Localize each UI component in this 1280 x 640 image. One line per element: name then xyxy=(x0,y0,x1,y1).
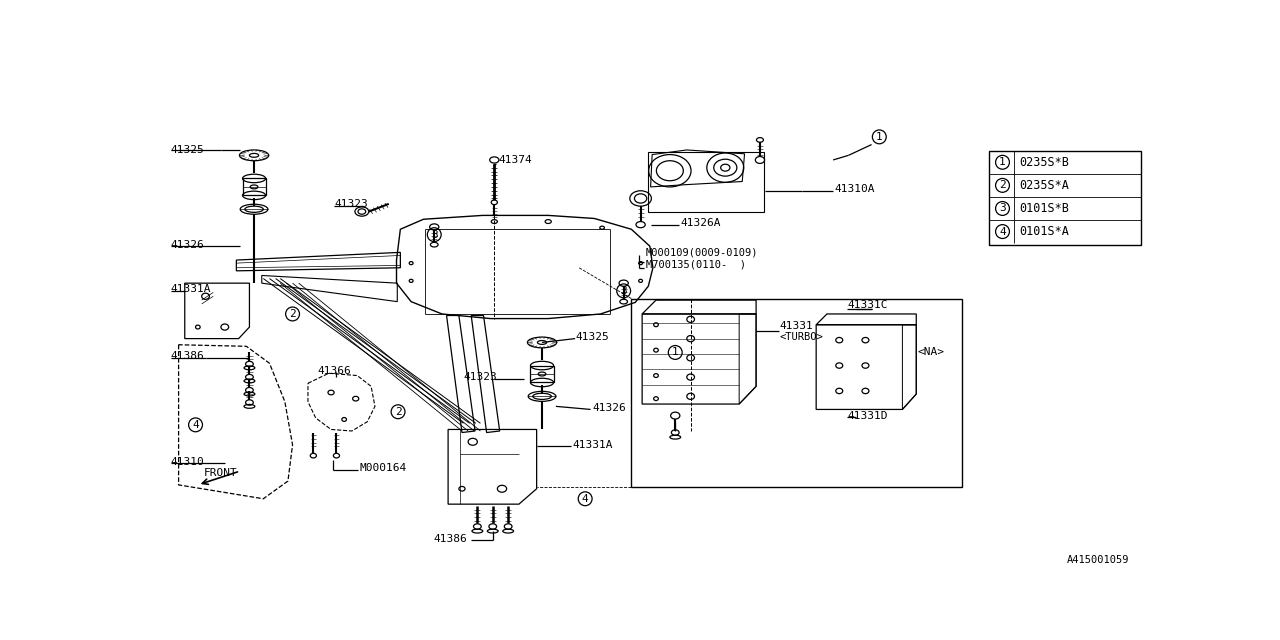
Bar xyxy=(988,150,1140,244)
Text: 2: 2 xyxy=(394,407,402,417)
Text: 41323: 41323 xyxy=(334,199,367,209)
Text: 3: 3 xyxy=(1000,204,1006,214)
Text: FRONT: FRONT xyxy=(204,468,238,478)
Text: <TURBO>: <TURBO> xyxy=(780,332,823,342)
Text: A415001059: A415001059 xyxy=(1068,556,1129,565)
Text: M700135(0110-  ): M700135(0110- ) xyxy=(646,260,746,269)
Text: 2: 2 xyxy=(1000,180,1006,190)
Text: <NA>: <NA> xyxy=(918,348,945,358)
Text: 0101S*B: 0101S*B xyxy=(1019,202,1069,215)
Text: M000109(0009-0109): M000109(0009-0109) xyxy=(646,247,759,257)
Text: 41310A: 41310A xyxy=(835,184,876,194)
Text: 41326: 41326 xyxy=(593,403,626,413)
Bar xyxy=(530,365,553,383)
Text: 3: 3 xyxy=(431,230,438,239)
Text: 41374: 41374 xyxy=(499,155,532,165)
Bar xyxy=(631,298,963,487)
Text: 41331A: 41331A xyxy=(573,440,613,450)
Text: 1: 1 xyxy=(876,132,883,142)
Text: 0235S*A: 0235S*A xyxy=(1019,179,1069,192)
Text: 41386: 41386 xyxy=(172,351,205,360)
Text: 41331: 41331 xyxy=(780,321,813,332)
Text: M000164: M000164 xyxy=(360,463,407,473)
Text: 41325: 41325 xyxy=(576,332,609,342)
Text: 41310: 41310 xyxy=(172,457,205,467)
Text: 3: 3 xyxy=(621,286,627,296)
Text: 41331D: 41331D xyxy=(847,411,887,420)
Text: 41331A: 41331A xyxy=(172,284,211,294)
Text: 41326A: 41326A xyxy=(681,218,721,228)
Text: 41386: 41386 xyxy=(434,534,467,544)
Text: 4: 4 xyxy=(582,494,589,504)
Text: 41326: 41326 xyxy=(172,239,205,250)
Text: 4: 4 xyxy=(1000,227,1006,237)
Text: 0235S*B: 0235S*B xyxy=(1019,156,1069,169)
Text: 1: 1 xyxy=(672,348,678,358)
Text: 41325: 41325 xyxy=(172,145,205,155)
Text: 0101S*A: 0101S*A xyxy=(1019,225,1069,238)
Text: 41323: 41323 xyxy=(463,372,497,382)
Text: 41366: 41366 xyxy=(317,366,351,376)
Text: 4: 4 xyxy=(192,420,198,430)
Text: 41331C: 41331C xyxy=(847,300,887,310)
Bar xyxy=(648,152,764,212)
Text: 2: 2 xyxy=(289,309,296,319)
Text: 1: 1 xyxy=(1000,157,1006,167)
Bar xyxy=(242,179,266,195)
